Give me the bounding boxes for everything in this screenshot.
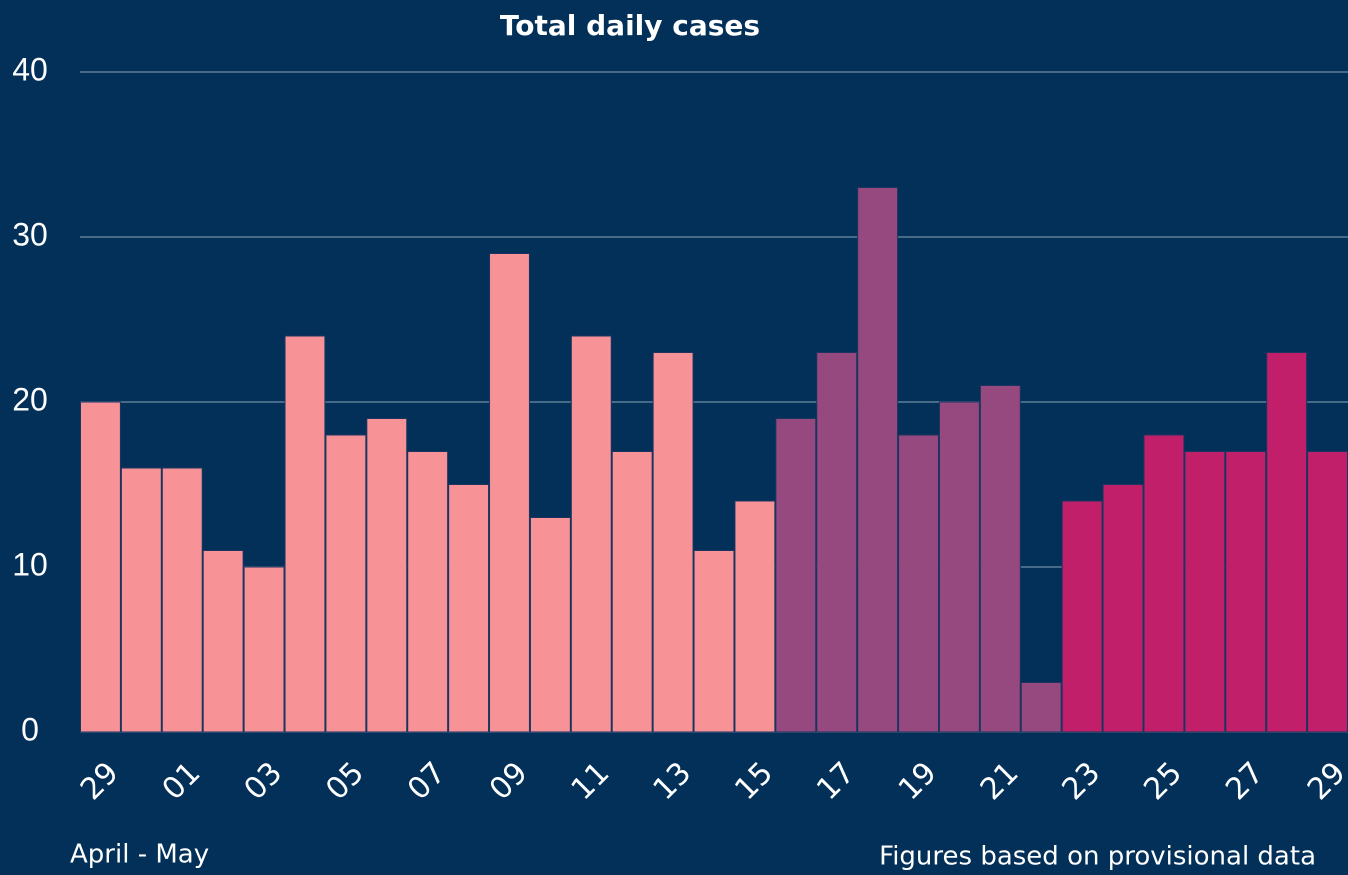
y-tick-label: 30 (12, 216, 48, 252)
x-tick-label: 29 (1301, 755, 1348, 807)
bar (1102, 484, 1144, 733)
bar (120, 467, 162, 733)
bar (489, 253, 530, 733)
footnote: Figures based on provisional data (879, 842, 1316, 872)
bar (1143, 434, 1185, 733)
bar (1061, 500, 1103, 733)
bar (938, 401, 980, 733)
bar (1307, 451, 1348, 733)
x-tick-label: 29 (74, 755, 126, 807)
x-tick-label: 01 (156, 755, 208, 807)
bar (734, 500, 776, 733)
x-tick-label: 19 (892, 755, 944, 807)
x-tick-label: 13 (647, 755, 699, 807)
bar (202, 550, 244, 733)
x-tick-label: 11 (565, 755, 617, 807)
bar (898, 434, 939, 733)
y-tick-label: 40 (12, 51, 48, 87)
bar (775, 418, 817, 733)
bar (611, 451, 653, 733)
bar (448, 484, 490, 733)
bar (407, 451, 449, 733)
bar (325, 434, 367, 733)
bar (80, 401, 121, 733)
bar (1266, 352, 1308, 733)
x-tick-label: 07 (401, 755, 453, 807)
x-tick-label: 25 (1137, 755, 1189, 807)
bar (1020, 682, 1062, 733)
bar (693, 550, 735, 733)
bar (816, 352, 858, 733)
y-tick-label: 0 (21, 711, 39, 747)
bar (243, 566, 285, 733)
x-tick-label: 15 (728, 755, 780, 807)
x-tick-label: 21 (974, 755, 1026, 807)
bar (570, 335, 612, 733)
bar (1225, 451, 1267, 733)
y-tick-label: 20 (12, 381, 48, 417)
bar (857, 187, 899, 733)
bar (652, 352, 694, 733)
bar (1184, 451, 1226, 733)
x-tick-label: 17 (810, 755, 862, 807)
x-axis-label: April - May (70, 840, 209, 870)
x-tick-label: 03 (237, 755, 289, 807)
x-tick-label: 27 (1219, 755, 1271, 807)
bar (366, 418, 408, 733)
chart-title: Total daily cases (500, 9, 760, 42)
bar (529, 517, 571, 733)
x-tick-label: 05 (319, 755, 371, 807)
bar (161, 467, 203, 733)
x-tick-label: 23 (1056, 755, 1108, 807)
y-tick-label: 10 (12, 546, 48, 582)
bar (979, 385, 1021, 733)
x-tick-label: 09 (483, 755, 535, 807)
bar (284, 335, 326, 733)
